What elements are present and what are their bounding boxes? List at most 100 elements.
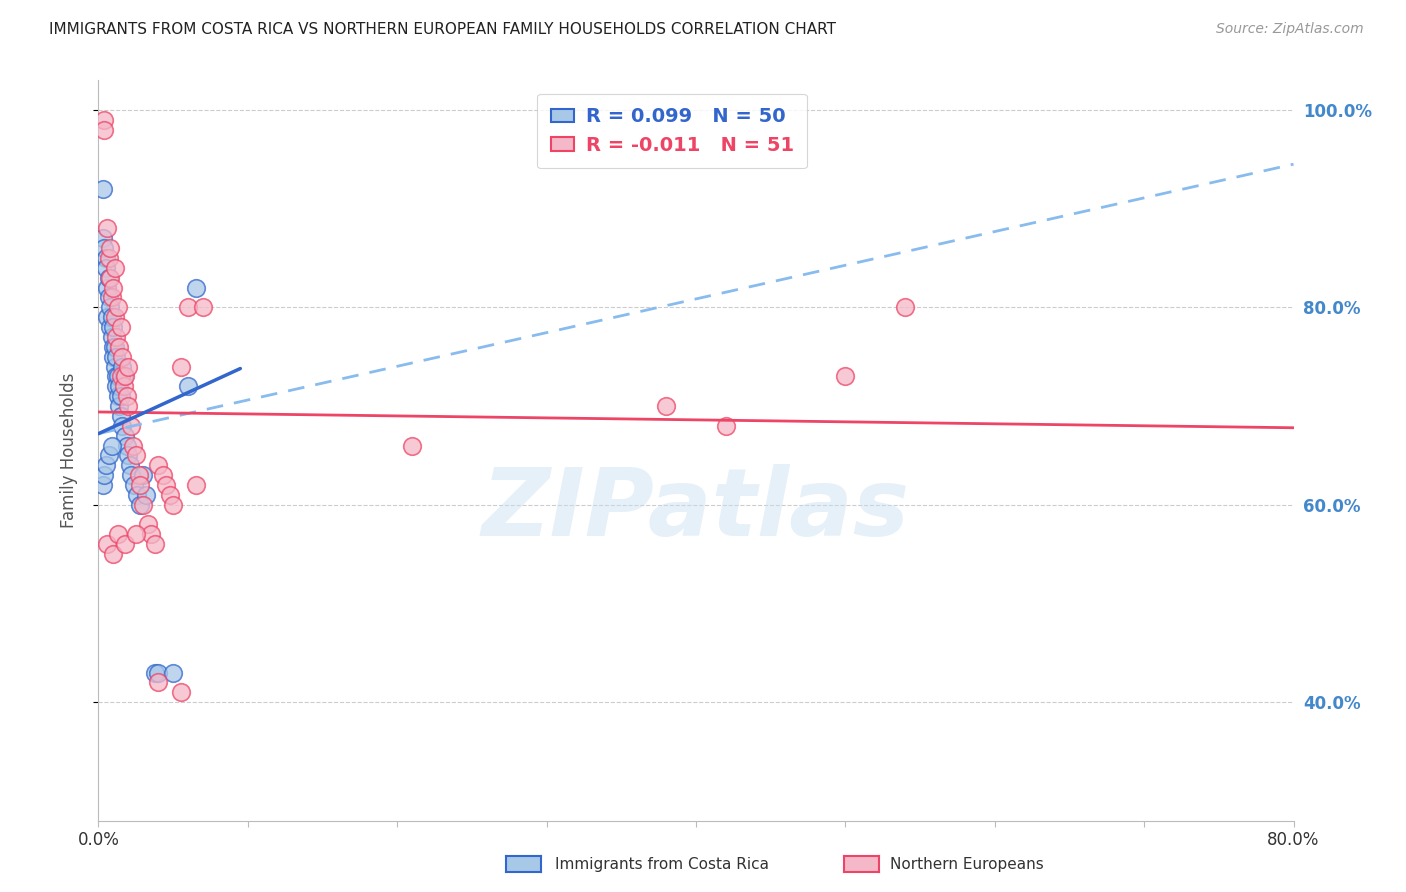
Point [139,527,162,541]
Point [101,310,124,325]
Point [111,418,134,433]
Point [111,359,134,374]
Point [105,350,128,364]
Point [97,270,120,285]
Point [96,537,118,551]
Point [177,301,200,315]
Point [110,369,132,384]
Point [191,301,214,315]
Point [96,280,118,294]
Point [125,527,148,541]
Point [98,241,122,255]
Point [162,665,184,680]
Point [104,310,127,325]
Point [114,369,136,384]
Point [125,449,148,463]
Point [101,290,124,304]
Point [177,379,200,393]
Point [401,438,423,452]
Point [714,418,737,433]
Point [128,468,150,483]
Point [104,340,127,354]
Point [117,449,139,463]
Point [114,537,136,551]
Point [103,350,125,364]
Point [124,478,146,492]
Point [132,468,155,483]
Point [184,478,207,492]
Point [105,369,128,384]
Point [148,665,170,680]
Point [105,379,128,393]
Point [94,251,117,265]
Point [97,290,120,304]
Point [143,537,166,551]
Text: Northern Europeans: Northern Europeans [890,857,1043,871]
Point [107,527,129,541]
Point [152,468,174,483]
Point [127,488,149,502]
Point [104,359,127,374]
Legend: R = 0.099   N = 50, R = -0.011   N = 51: R = 0.099 N = 50, R = -0.011 N = 51 [537,94,807,169]
Point [94,458,117,473]
Point [184,280,207,294]
Point [110,409,132,423]
Point [91,478,114,492]
Point [129,498,152,512]
Point [162,498,184,512]
Point [112,379,135,393]
Point [96,221,118,235]
Point [112,369,135,384]
Point [104,260,127,275]
Point [110,320,132,334]
Point [894,301,917,315]
Point [93,112,115,127]
Point [93,122,115,136]
Point [148,458,170,473]
Point [98,270,122,285]
Point [110,389,132,403]
Point [105,330,128,344]
Point [103,320,125,334]
Point [120,468,142,483]
Point [159,488,181,502]
Point [115,389,138,403]
Point [103,340,125,354]
Point [108,379,131,393]
Point [93,241,115,255]
Point [98,301,122,315]
Point [91,182,114,196]
Point [96,310,118,325]
Point [97,449,120,463]
Point [103,280,125,294]
Point [94,260,117,275]
Point [655,399,678,413]
Point [143,665,166,680]
Text: Immigrants from Costa Rica: Immigrants from Costa Rica [555,857,769,871]
Point [111,350,134,364]
Text: IMMIGRANTS FROM COSTA RICA VS NORTHERN EUROPEAN FAMILY HOUSEHOLDS CORRELATION CH: IMMIGRANTS FROM COSTA RICA VS NORTHERN E… [49,22,837,37]
Point [117,359,139,374]
Point [93,468,115,483]
Point [101,438,124,452]
Point [107,301,129,315]
Point [107,389,129,403]
Point [169,359,191,374]
Point [108,340,131,354]
Point [91,231,114,245]
Point [97,251,120,265]
Point [98,320,122,334]
Point [108,399,131,413]
Text: ZIPatlas: ZIPatlas [482,464,910,556]
Text: Source: ZipAtlas.com: Source: ZipAtlas.com [1216,22,1364,37]
Y-axis label: Family Households: Family Households [59,373,77,528]
Point [155,478,177,492]
Point [114,428,136,442]
Point [103,547,125,561]
Point [129,478,152,492]
Point [148,675,170,690]
Point [118,458,141,473]
Point [121,438,143,452]
Point [120,418,142,433]
Point [101,330,124,344]
